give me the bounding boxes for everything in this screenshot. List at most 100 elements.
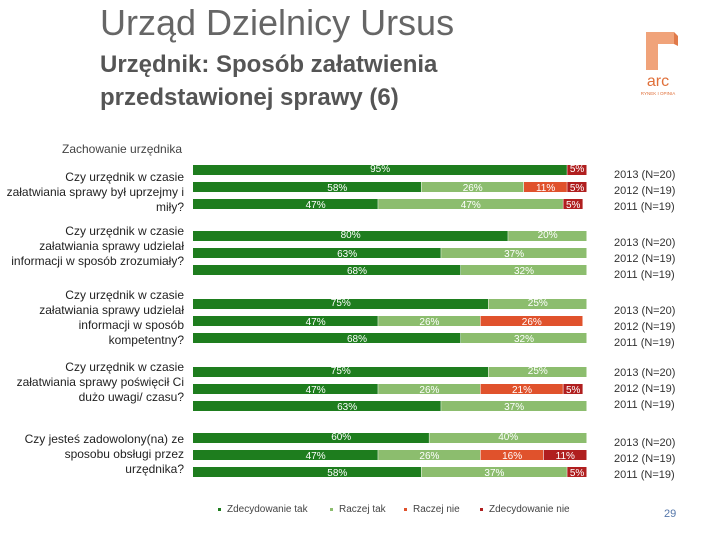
bar-zdecydowanie-nie bbox=[567, 467, 587, 477]
year-label: 2012 (N=19) bbox=[614, 453, 676, 465]
logo-tagline: RYNEK I OPINIA bbox=[641, 91, 675, 96]
bar-zdecydowanie-nie bbox=[563, 384, 583, 394]
page-number: 29 bbox=[664, 508, 677, 520]
legend-swatch bbox=[330, 507, 333, 511]
year-labels-2: 2013 (N=20) 2012 (N=19) 2011 (N=19) bbox=[614, 235, 675, 283]
bar-raczej-tak bbox=[421, 182, 524, 192]
bar-zdecydowanie-nie bbox=[543, 450, 587, 460]
year-labels-4: 2013 (N=20) 2012 (N=19) 2011 (N=19) bbox=[614, 365, 675, 413]
bar-zdecydowanie-tak bbox=[193, 182, 421, 192]
bar-raczej-tak bbox=[378, 384, 481, 394]
year-label: 2012 (N=19) bbox=[614, 253, 676, 265]
data-label: 58% bbox=[327, 183, 347, 194]
bar-zdecydowanie-tak bbox=[193, 401, 441, 411]
bar-zdecydowanie-tak bbox=[193, 433, 429, 443]
data-label: 26% bbox=[419, 385, 439, 396]
year-labels-1: 2013 (N=20) 2012 (N=19) 2011 (N=19) bbox=[614, 167, 675, 215]
chart-section-title: Zachowanie urzędnika bbox=[62, 142, 183, 156]
data-label: 47% bbox=[461, 200, 481, 211]
data-label: 5% bbox=[570, 468, 585, 479]
year-label: 2011 (N=19) bbox=[614, 399, 675, 411]
data-label: 95% bbox=[370, 164, 390, 175]
data-label: 63% bbox=[337, 249, 357, 260]
data-label: 47% bbox=[306, 385, 326, 396]
bar-zdecydowanie-nie bbox=[567, 165, 587, 175]
bar-raczej-tak bbox=[421, 467, 567, 477]
legend-item-zdecydowanie-nie: Zdecydowanie nie bbox=[480, 504, 570, 515]
year-label: 2011 (N=19) bbox=[614, 337, 675, 349]
year-label: 2013 (N=20) bbox=[614, 169, 676, 181]
data-label: 5% bbox=[566, 200, 581, 211]
data-label: 5% bbox=[570, 164, 585, 175]
bar-raczej-nie bbox=[480, 384, 563, 394]
bar-zdecydowanie-tak bbox=[193, 467, 421, 477]
year-label: 2013 (N=20) bbox=[614, 305, 676, 317]
year-label: 2011 (N=19) bbox=[614, 469, 675, 481]
legend-item-raczej-nie: Raczej nie bbox=[404, 504, 460, 515]
logo-text: arc bbox=[647, 73, 669, 90]
data-label: 25% bbox=[528, 366, 548, 377]
bar-raczej-tak bbox=[378, 450, 481, 460]
data-label: 20% bbox=[538, 230, 558, 241]
bar-zdecydowanie-tak bbox=[193, 165, 567, 175]
question-label-2: Czy urzędnik w czasie załatwiania sprawy… bbox=[11, 224, 184, 268]
bar-raczej-tak bbox=[429, 433, 587, 443]
data-label: 47% bbox=[306, 317, 326, 328]
data-label: 80% bbox=[341, 230, 361, 241]
year-label: 2012 (N=19) bbox=[614, 383, 676, 395]
bar-zdecydowanie-tak bbox=[193, 199, 378, 209]
bar-zdecydowanie-tak bbox=[193, 316, 378, 326]
bar-zdecydowanie-nie bbox=[567, 182, 587, 192]
data-label: 47% bbox=[306, 451, 326, 462]
legend-item-zdecydowanie-tak: Zdecydowanie tak bbox=[218, 504, 308, 515]
year-labels-3: 2013 (N=20) 2012 (N=19) 2011 (N=19) bbox=[614, 303, 675, 351]
data-label: 47% bbox=[306, 200, 326, 211]
data-label: 11% bbox=[556, 451, 575, 462]
data-label: 5% bbox=[566, 385, 581, 396]
bar-raczej-tak bbox=[460, 265, 587, 275]
data-label: 68% bbox=[347, 334, 367, 345]
data-label: 40% bbox=[498, 432, 518, 443]
bar-raczej-tak bbox=[488, 299, 587, 309]
data-label: 60% bbox=[331, 432, 351, 443]
bar-zdecydowanie-tak bbox=[193, 384, 378, 394]
year-label: 2011 (N=19) bbox=[614, 269, 675, 281]
bar-zdecydowanie-nie bbox=[563, 199, 583, 209]
data-label: 26% bbox=[463, 183, 483, 194]
data-label: 37% bbox=[504, 249, 524, 260]
year-label: 2013 (N=20) bbox=[614, 367, 676, 379]
bar-zdecydowanie-tak bbox=[193, 248, 441, 258]
data-label: 32% bbox=[514, 266, 534, 277]
bar-raczej-tak bbox=[460, 333, 587, 343]
data-label: 11% bbox=[536, 183, 555, 194]
bar-raczej-tak bbox=[441, 248, 587, 258]
legend-swatch bbox=[218, 507, 221, 511]
question-label-5: Czy jesteś zadowolony(na) ze sposobu obs… bbox=[24, 432, 184, 476]
page-subtitle: Urzędnik: Sposób załatwienia przedstawio… bbox=[100, 51, 438, 111]
data-label: 16% bbox=[502, 451, 522, 462]
data-label: 63% bbox=[337, 402, 357, 413]
data-label: 21% bbox=[512, 385, 532, 396]
question-label-1: Czy urzędnik w czasie załatwiania sprawy… bbox=[6, 170, 184, 214]
year-label: 2011 (N=19) bbox=[614, 201, 675, 213]
data-label: 26% bbox=[419, 317, 439, 328]
legend-swatch bbox=[404, 507, 407, 511]
question-label-4: Czy urzędnik w czasie załatwiania sprawy… bbox=[16, 360, 184, 404]
bar-zdecydowanie-tak bbox=[193, 299, 488, 309]
bar-zdecydowanie-tak bbox=[193, 367, 488, 377]
year-label: 2013 (N=20) bbox=[614, 437, 676, 449]
year-labels-5: 2013 (N=20) 2012 (N=19) 2011 (N=19) bbox=[614, 435, 675, 483]
data-label: 5% bbox=[570, 183, 585, 194]
bar-raczej-tak bbox=[378, 199, 563, 209]
legend-swatch bbox=[480, 507, 483, 511]
bar-zdecydowanie-tak bbox=[193, 450, 378, 460]
data-label: 25% bbox=[528, 298, 548, 309]
bar-raczej-tak bbox=[488, 367, 587, 377]
data-label: 58% bbox=[327, 468, 347, 479]
year-label: 2013 (N=20) bbox=[614, 237, 676, 249]
bar-zdecydowanie-tak bbox=[193, 265, 461, 275]
question-label-3: Czy urzędnik w czasie załatwiania sprawy… bbox=[39, 288, 184, 347]
data-label: 32% bbox=[514, 334, 534, 345]
legend-item-raczej-tak: Raczej tak bbox=[330, 504, 386, 515]
